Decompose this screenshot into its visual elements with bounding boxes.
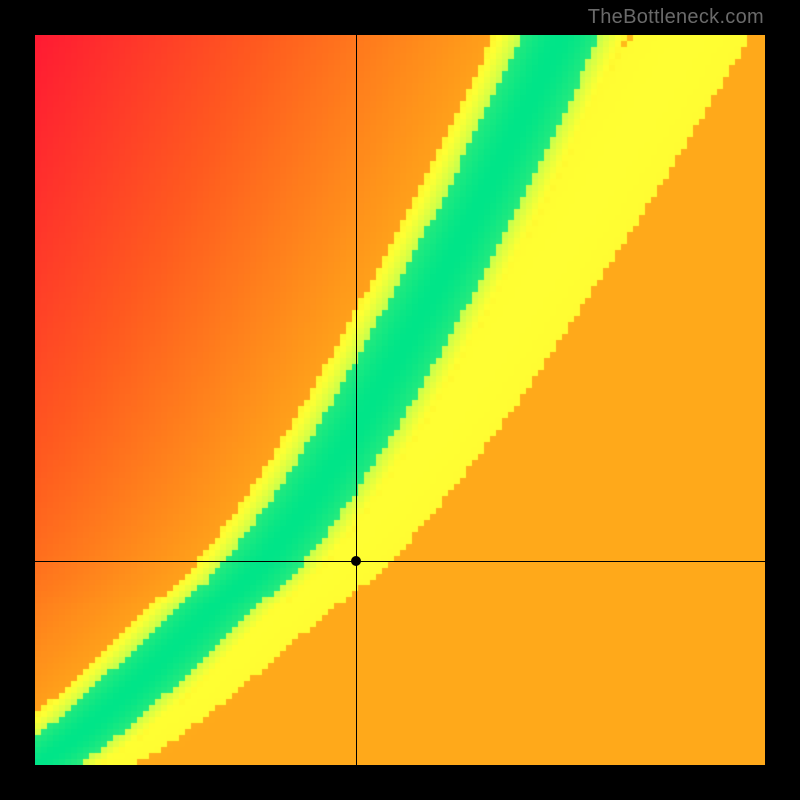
crosshair-horizontal <box>35 561 765 562</box>
heatmap-plot <box>35 35 765 765</box>
watermark-text: TheBottleneck.com <box>588 6 764 29</box>
crosshair-vertical <box>356 35 357 765</box>
heatmap-canvas <box>35 35 765 765</box>
data-point-marker <box>351 556 361 566</box>
